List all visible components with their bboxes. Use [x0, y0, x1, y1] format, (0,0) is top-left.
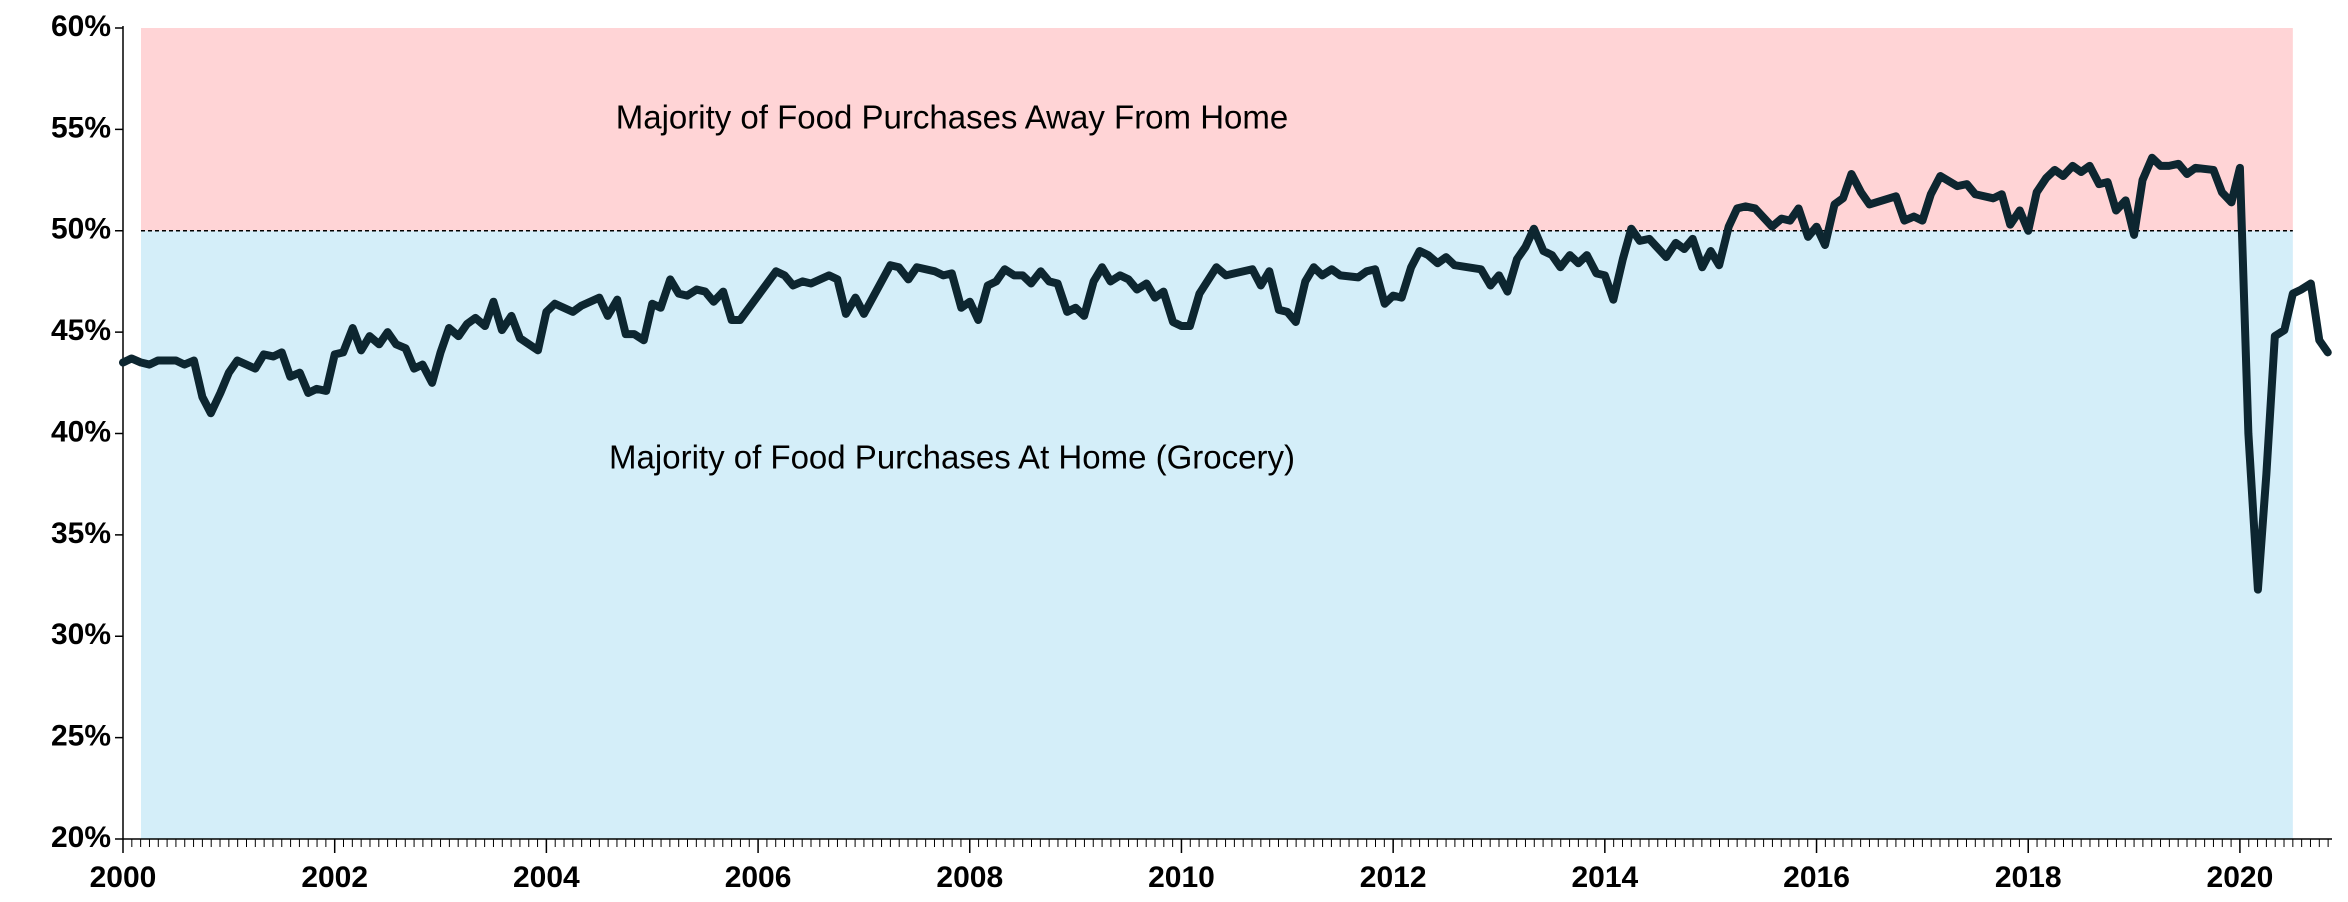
x-tick-label: 2014 — [1571, 861, 1638, 894]
y-tick-label: 35% — [51, 517, 111, 550]
x-tick-label: 2004 — [513, 861, 580, 894]
region-label: Majority of Food Purchases Away From Hom… — [616, 99, 1288, 136]
y-tick-label: 45% — [51, 314, 111, 347]
y-tick-label: 60% — [51, 10, 111, 43]
y-tick-label: 55% — [51, 111, 111, 144]
y-tick-label: 20% — [51, 821, 111, 854]
x-tick-label: 2010 — [1148, 861, 1215, 894]
x-tick-label: 2006 — [725, 861, 792, 894]
x-tick-label: 2012 — [1360, 861, 1427, 894]
x-tick-label: 2016 — [1783, 861, 1850, 894]
y-tick-label: 30% — [51, 618, 111, 651]
x-tick-label: 2020 — [2207, 861, 2274, 894]
y-tick-label: 50% — [51, 213, 111, 246]
x-tick-label: 2000 — [90, 861, 157, 894]
x-tick-label: 2002 — [301, 861, 368, 894]
y-tick-label: 25% — [51, 720, 111, 753]
x-tick-label: 2008 — [936, 861, 1003, 894]
region — [140, 28, 2293, 231]
data-line — [119, 153, 2332, 594]
y-tick-label: 40% — [51, 415, 111, 448]
region-label: Majority of Food Purchases At Home (Groc… — [609, 439, 1295, 476]
x-tick-label: 2018 — [1995, 861, 2062, 894]
